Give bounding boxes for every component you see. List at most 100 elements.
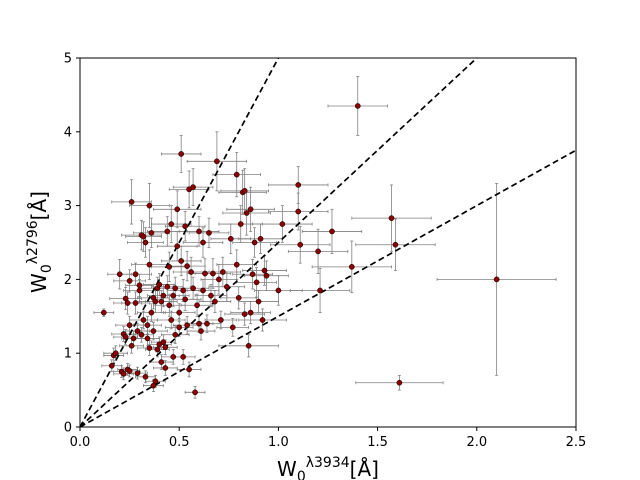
data-point [315, 248, 321, 255]
data-point [196, 228, 202, 235]
data-point [317, 287, 323, 294]
data-point [126, 322, 133, 329]
x-tick-label: 0.5 [169, 435, 190, 450]
data-point [178, 258, 185, 264]
data-point [329, 228, 335, 235]
data-point [196, 320, 202, 327]
data-point [237, 221, 244, 227]
data-point [164, 228, 171, 235]
data-point [142, 239, 149, 246]
x-axis-label: W0λ3934[Å] [277, 455, 379, 480]
x-tick-label: 1.0 [268, 435, 289, 450]
data-point [182, 296, 189, 303]
x-tick-label: 2.5 [566, 435, 587, 450]
data-point [168, 221, 175, 227]
data-point [152, 378, 159, 385]
data-point [154, 346, 161, 353]
data-point [116, 271, 123, 278]
data-point [124, 300, 131, 306]
data-point [128, 342, 135, 349]
data-point [388, 215, 395, 221]
data-point [257, 235, 264, 242]
data-point [126, 368, 133, 374]
data-point [166, 302, 173, 309]
data-point [348, 264, 355, 270]
data-point [261, 267, 268, 274]
data-point [253, 279, 260, 286]
errorbar-layer [93, 76, 557, 399]
data-point [158, 298, 165, 305]
data-point [152, 298, 159, 305]
data-point [204, 320, 210, 327]
data-point [146, 261, 153, 268]
data-point [295, 208, 302, 215]
data-point [140, 317, 147, 323]
data-point [176, 309, 183, 316]
data-point [130, 335, 137, 342]
y-tick-label: 4 [64, 125, 72, 140]
x-tick-label: 1.5 [367, 435, 388, 450]
data-point [172, 285, 179, 292]
data-point [132, 271, 139, 278]
data-point [174, 206, 181, 213]
data-point [245, 342, 252, 349]
data-point [176, 324, 183, 331]
data-point [166, 264, 173, 270]
data-point [144, 335, 151, 342]
data-point [251, 239, 258, 246]
data-point [354, 103, 361, 109]
data-point [160, 292, 167, 299]
data-point [255, 298, 262, 305]
y-axis-label: W0λ2796[Å] [25, 191, 55, 293]
data-point [235, 295, 242, 301]
data-point [297, 241, 304, 248]
data-point [174, 243, 181, 250]
data-point [241, 311, 248, 317]
data-point [134, 370, 141, 376]
data-point [210, 270, 216, 277]
data-point [200, 239, 206, 246]
data-point [180, 287, 187, 294]
data-point [162, 365, 169, 371]
data-point [148, 230, 155, 236]
data-point [247, 309, 254, 316]
data-point [243, 210, 250, 216]
data-point [208, 292, 214, 299]
y-tick-label: 0 [64, 421, 72, 436]
data-point-layer [100, 103, 500, 396]
y-tick-label: 3 [64, 199, 72, 214]
data-point [142, 373, 149, 380]
data-point [136, 287, 143, 294]
data-point [164, 283, 171, 290]
data-point [392, 241, 399, 248]
data-point [148, 309, 155, 316]
x-axis-ticks: 0.0 0.5 1.0 1.5 2.0 2.5 [70, 427, 587, 450]
data-point [184, 263, 190, 269]
data-point [279, 221, 286, 227]
data-point [132, 300, 139, 306]
y-tick-label: 2 [64, 273, 72, 288]
data-point [180, 354, 187, 360]
y-tick-label: 1 [64, 347, 72, 362]
plot-frame [79, 57, 577, 428]
data-point [146, 345, 153, 351]
data-point [162, 344, 169, 351]
data-point [212, 298, 218, 305]
data-point [122, 334, 129, 340]
data-point [218, 317, 224, 323]
data-point [136, 282, 143, 289]
data-point [190, 285, 196, 292]
data-point [128, 199, 135, 205]
data-point [184, 322, 190, 329]
data-point [182, 223, 189, 230]
data-point [227, 235, 234, 242]
data-point [190, 184, 196, 190]
data-point [160, 339, 167, 345]
data-point [112, 350, 119, 357]
data-point [192, 389, 198, 396]
data-point [259, 317, 266, 323]
data-point [188, 269, 194, 275]
data-point [140, 233, 147, 240]
data-point [168, 317, 175, 323]
